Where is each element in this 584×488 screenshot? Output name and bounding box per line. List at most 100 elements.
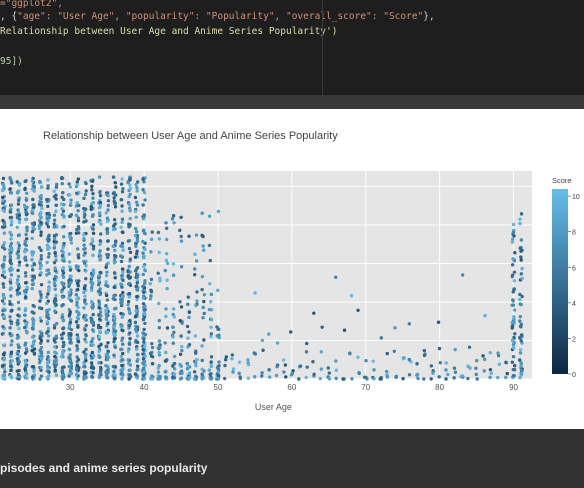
scatter-point [291,369,295,373]
scatter-point [496,375,500,380]
scatter-point [260,338,265,343]
scatter-point [37,226,42,231]
scatter-point [54,334,59,338]
scatter-point [82,365,86,369]
scatter-point [481,354,485,358]
scatter-point [298,364,303,368]
scatter-point [24,191,29,195]
scatter-point [24,295,28,299]
scatter-point [164,251,169,256]
plot-output[interactable]: Relationship between User Age and Anime … [0,109,584,429]
scatter-point [47,234,51,238]
scatter-point [90,317,94,322]
scatter-point [61,295,65,299]
scatter-point [113,248,117,253]
scatter-point [378,377,382,381]
scatter-point [104,344,109,348]
scatter-point [142,214,146,219]
editor-ruler [322,0,323,95]
scatter-point [52,246,57,250]
scatter-point [68,353,72,357]
scatter-point [23,308,28,313]
scatter-point [120,220,124,225]
scatter-point [267,368,271,372]
scatter-point [30,236,34,241]
scatter-point [128,275,133,279]
scatter-point [113,276,117,280]
scatter-plot[interactable]: 30 40 50 60 70 80 90 User Age Score 0 2 4 6 8 10 [0,109,584,429]
scatter-point [141,203,145,207]
scatter-point [149,277,154,282]
scatter-point [157,339,162,343]
scatter-point [112,307,117,311]
scatter-point [136,180,140,184]
code-line-4: 95]) [0,56,23,67]
scatter-point [17,246,21,251]
scatter-point [68,371,72,376]
scatter-point [0,263,5,267]
scatter-point [143,247,147,252]
scatter-point [320,325,324,329]
scatter-point [438,361,443,365]
scatter-point [1,324,5,329]
scatter-point [444,368,448,372]
scatter-point [31,197,35,202]
scatter-point [120,177,124,181]
scatter-point [512,314,516,319]
scatter-point [17,183,21,187]
scatter-point [91,244,96,249]
scatter-point [149,250,153,254]
scatter-point [216,288,220,293]
scatter-point [150,230,154,234]
x-axis-label: User Age [255,402,292,412]
scatter-point [2,255,7,259]
scatter-point [9,203,14,207]
scatter-point [518,324,523,328]
scatter-point [436,320,441,324]
scatter-point [112,333,116,337]
scatter-point [83,192,88,197]
scatter-point [126,222,131,226]
scatter-point [246,363,251,367]
scatter-point [9,286,13,290]
scatter-point [38,259,42,264]
scatter-point [201,244,205,248]
scatter-point [231,370,235,374]
scatter-point [120,267,125,271]
x-tick-label: 80 [435,383,444,392]
scatter-point [46,225,51,229]
scatter-point [385,351,389,356]
scatter-point [150,362,155,366]
scatter-point [52,189,56,193]
scatter-point [171,273,176,277]
scatter-point [22,289,27,293]
scatter-point [187,375,192,380]
scatter-point [474,372,479,377]
scatter-point [510,320,515,325]
scatter-point [39,295,43,300]
code-cell[interactable]: ="ggplot2", , {"age": "User Age", "popul… [0,0,584,95]
scatter-point [38,306,42,310]
scatter-point [179,215,183,220]
scatter-point [104,370,108,374]
scatter-point [164,375,168,380]
scatter-point [165,326,170,330]
scatter-point [52,338,56,343]
scatter-point [193,334,198,338]
scatter-point [74,373,79,377]
scatter-point [141,284,145,289]
markdown-cell[interactable]: pisodes and anime series popularity [0,429,584,488]
scatter-point [90,275,94,279]
scatter-point [126,282,131,286]
scatter-point [415,362,419,366]
scatter-point [186,295,190,299]
scatter-point [90,179,95,183]
scatter-point [62,197,66,202]
scatter-point [120,302,124,307]
scatter-point [84,219,88,223]
scatter-point [207,214,212,218]
scatter-point [47,334,51,338]
scatter-point [127,323,132,328]
scatter-point [60,207,64,211]
scatter-point [207,307,212,312]
